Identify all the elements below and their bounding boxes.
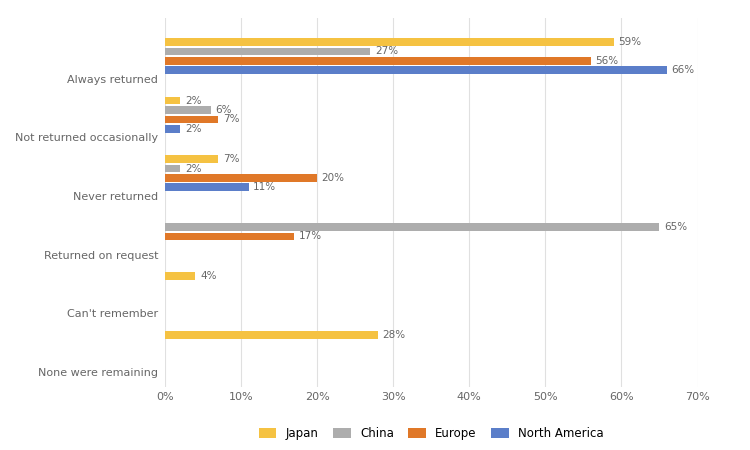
Bar	[165, 223, 659, 231]
Text: 4%: 4%	[200, 271, 217, 281]
Bar	[165, 165, 180, 172]
Text: 7%: 7%	[223, 114, 239, 124]
Text: 59%: 59%	[619, 37, 641, 47]
Text: 11%: 11%	[254, 182, 276, 192]
Text: 7%: 7%	[223, 154, 239, 164]
Bar	[165, 125, 180, 132]
Bar	[165, 97, 180, 104]
Text: 56%: 56%	[596, 56, 619, 66]
Bar	[165, 48, 370, 55]
Bar	[165, 116, 218, 123]
Bar	[165, 273, 196, 280]
Bar	[165, 38, 614, 46]
Text: 2%: 2%	[184, 163, 201, 174]
Text: 6%: 6%	[215, 105, 232, 115]
Text: 2%: 2%	[184, 95, 201, 106]
Bar	[165, 66, 667, 74]
Bar	[165, 174, 317, 182]
Bar	[165, 233, 294, 240]
Bar	[165, 57, 591, 64]
Text: 65%: 65%	[664, 222, 687, 232]
Bar	[165, 155, 218, 163]
Text: 66%: 66%	[672, 65, 694, 75]
Bar	[165, 106, 211, 114]
Legend: Japan, China, Europe, North America: Japan, China, Europe, North America	[254, 423, 608, 445]
Bar	[165, 331, 378, 339]
Text: 20%: 20%	[322, 173, 345, 183]
Text: 28%: 28%	[382, 330, 406, 340]
Text: 2%: 2%	[184, 124, 201, 134]
Text: 17%: 17%	[299, 231, 322, 242]
Bar	[165, 184, 249, 191]
Text: 27%: 27%	[375, 46, 398, 56]
